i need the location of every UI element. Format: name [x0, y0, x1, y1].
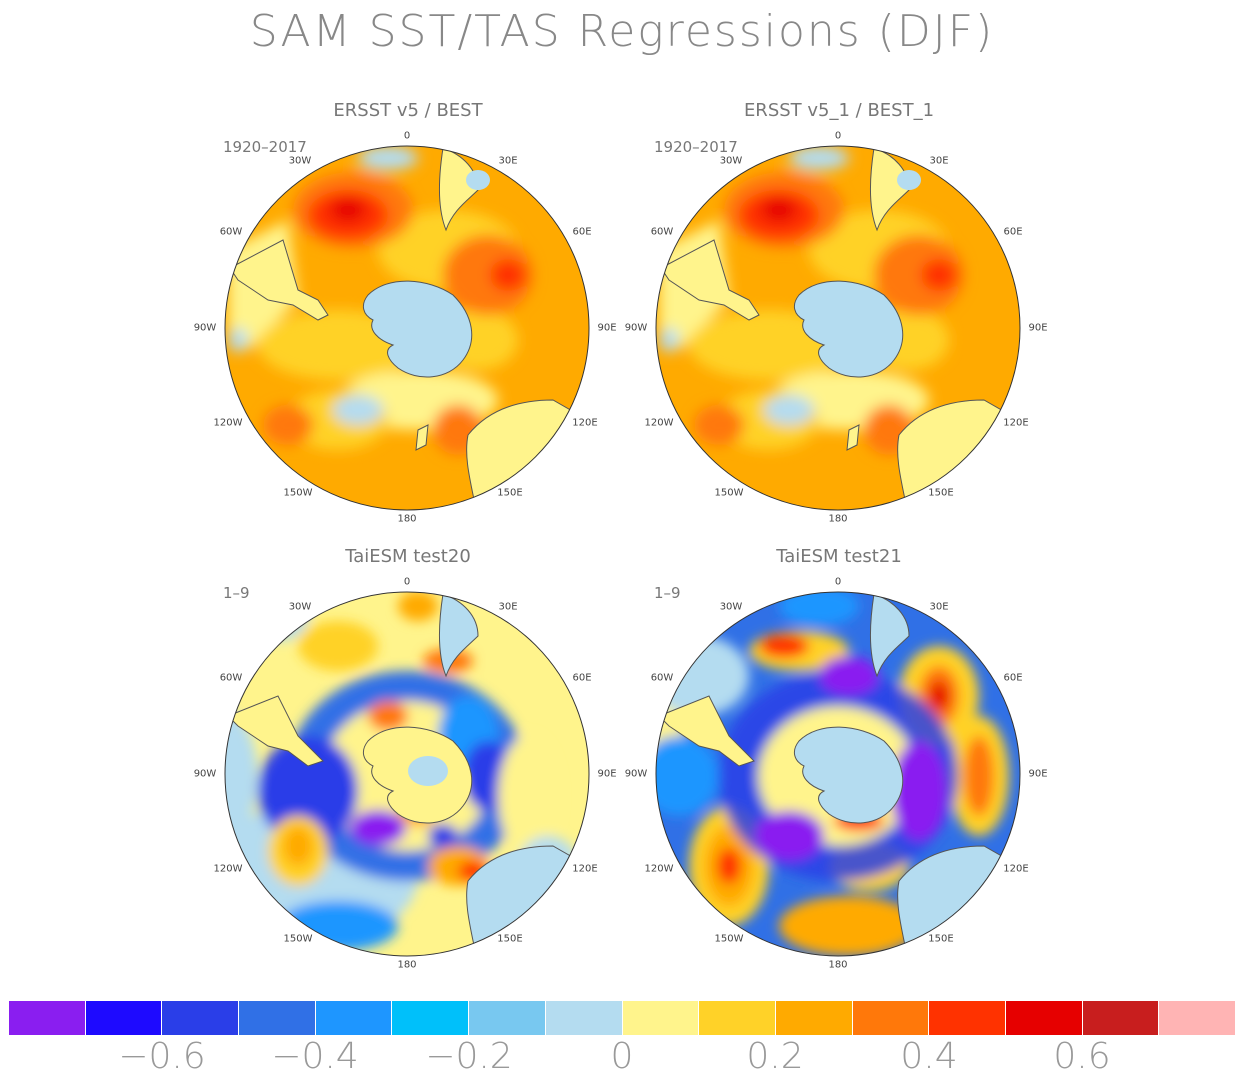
lon-label-180: 180 — [397, 513, 417, 525]
panel-title: ERSST v5_1 / BEST_1 — [743, 100, 935, 121]
lon-label-60w: 60W — [219, 226, 243, 238]
polar-map — [224, 145, 590, 511]
colorbar-swatch-2 — [162, 1001, 240, 1035]
colorbar-swatch-1 — [85, 1001, 163, 1035]
lon-label-30w: 30W — [719, 601, 743, 613]
lon-label-120e: 120E — [1003, 417, 1029, 429]
lon-label-180: 180 — [828, 513, 848, 525]
map-panel-taiesm-test20: TaiESM test20 1–9 — [188, 546, 628, 971]
lon-label-150e: 150E — [497, 487, 523, 499]
colorbar-swatch-11 — [852, 1001, 930, 1035]
colorbar-swatch-8 — [622, 1001, 700, 1035]
colorbar-swatch-5 — [392, 1001, 470, 1035]
lon-label-60e: 60E — [1003, 226, 1023, 238]
lon-label-150e: 150E — [928, 933, 954, 945]
colorbar-swatch-3 — [239, 1001, 316, 1035]
lon-label-150e: 150E — [928, 487, 954, 499]
colorbar-swatch-13 — [1005, 1001, 1083, 1035]
lon-label-120e: 120E — [572, 863, 598, 875]
lon-label-150w: 150W — [714, 933, 744, 945]
lon-label-90e: 90E — [1028, 768, 1048, 780]
lon-label-90e: 90E — [597, 322, 617, 334]
lon-label-120w: 120W — [213, 417, 243, 429]
lon-label-30w: 30W — [288, 601, 312, 613]
lon-label-120e: 120E — [572, 417, 598, 429]
map-panel-ersst-best-1: ERSST v5_1 / BEST_1 1920–2017 — [619, 100, 1059, 525]
panel-title: ERSST v5 / BEST — [333, 100, 483, 121]
lon-label-90w: 90W — [193, 322, 217, 334]
lon-label-30w: 30W — [288, 155, 312, 167]
lon-label-90w: 90W — [624, 768, 648, 780]
polar-map — [224, 591, 590, 957]
colorbar-label-minus-0-4: −0.4 — [271, 1036, 359, 1077]
lon-label-0: 0 — [834, 130, 842, 142]
lon-label-60w: 60W — [219, 672, 243, 684]
lon-label-60e: 60E — [572, 226, 592, 238]
lon-label-120e: 120E — [1003, 863, 1029, 875]
lon-label-90e: 90E — [597, 768, 617, 780]
polar-map — [655, 145, 1021, 511]
panel-period: 1920–2017 — [223, 138, 307, 156]
lon-label-180: 180 — [828, 959, 848, 971]
lon-label-150w: 150W — [283, 933, 313, 945]
lon-label-180: 180 — [397, 959, 417, 971]
colorbar-swatch-9 — [699, 1001, 776, 1035]
panel-title: TaiESM test20 — [345, 546, 471, 567]
lon-label-30e: 30E — [929, 155, 949, 167]
colorbar-swatch-10 — [775, 1001, 853, 1035]
lon-label-60w: 60W — [650, 672, 674, 684]
lon-label-30e: 30E — [498, 601, 518, 613]
colorbar-label-0-6: 0.6 — [1053, 1036, 1111, 1077]
colorbar-label-minus-0-6: −0.6 — [118, 1036, 206, 1077]
colorbar-label-0: 0 — [610, 1036, 634, 1077]
panel-period: 1–9 — [223, 584, 250, 602]
lon-label-150e: 150E — [497, 933, 523, 945]
colorbar-swatch-7 — [545, 1001, 623, 1035]
panel-period: 1920–2017 — [654, 138, 738, 156]
lon-label-120w: 120W — [213, 863, 243, 875]
lon-label-150w: 150W — [283, 487, 313, 499]
lon-label-90e: 90E — [1028, 322, 1048, 334]
colorbar-label-0-2: 0.2 — [746, 1036, 804, 1077]
lon-label-90w: 90W — [193, 768, 217, 780]
colorbar-swatch-15 — [1159, 1001, 1236, 1035]
lon-label-0: 0 — [403, 576, 411, 588]
colorbar-swatch-12 — [929, 1001, 1006, 1035]
colorbar-swatch-4 — [315, 1001, 393, 1035]
colorbar-swatch-14 — [1082, 1001, 1160, 1035]
colorbar-label-0-4: 0.4 — [900, 1036, 958, 1077]
colorbar — [9, 1001, 1236, 1035]
figure-title: SAM SST/TAS Regressions (DJF) — [249, 6, 995, 57]
lon-label-90w: 90W — [624, 322, 648, 334]
lon-label-0: 0 — [834, 576, 842, 588]
lon-label-60w: 60W — [650, 226, 674, 238]
lon-label-30e: 30E — [498, 155, 518, 167]
lon-label-0: 0 — [403, 130, 411, 142]
lon-label-60e: 60E — [1003, 672, 1023, 684]
lon-label-30e: 30E — [929, 601, 949, 613]
lon-label-120w: 120W — [644, 417, 674, 429]
colorbar-swatch-6 — [469, 1001, 546, 1035]
colorbar-label-minus-0-2: −0.2 — [425, 1036, 513, 1077]
lon-label-60e: 60E — [572, 672, 592, 684]
polar-map — [655, 591, 1021, 957]
lon-label-150w: 150W — [714, 487, 744, 499]
panel-period: 1–9 — [654, 584, 681, 602]
map-panel-ersst-best: ERSST v5 / BEST 1920–2017 — [188, 100, 628, 525]
lon-label-30w: 30W — [719, 155, 743, 167]
panel-title: TaiESM test21 — [776, 546, 902, 567]
colorbar-swatch-0 — [9, 1001, 86, 1035]
map-panel-taiesm-test21: TaiESM test21 1–9 — [619, 546, 1059, 971]
lon-label-120w: 120W — [644, 863, 674, 875]
